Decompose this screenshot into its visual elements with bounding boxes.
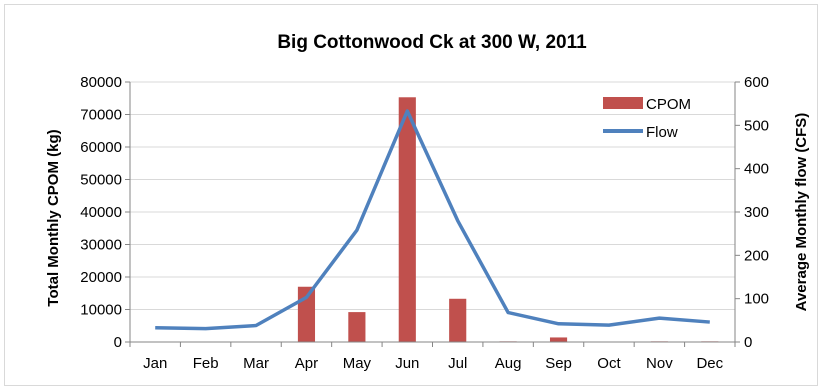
legend-cpom-swatch: [603, 97, 643, 109]
y-tick-label: 70000: [80, 107, 122, 124]
gridlines: [130, 81, 735, 343]
cpom-bar-sep: [549, 337, 568, 342]
y-tick-label: 10000: [80, 302, 122, 319]
y-tick-label: 80000: [80, 74, 122, 91]
y2-tick-label: 200: [744, 247, 769, 264]
y-tick-label: 30000: [80, 237, 122, 254]
x-tick-label-sep: Sep: [545, 355, 572, 372]
x-tick-label-mar: Mar: [243, 355, 269, 372]
y-tick-label: 40000: [80, 204, 122, 221]
legend-flow-label: Flow: [646, 124, 678, 141]
legend: CPOM Flow: [603, 96, 691, 141]
flow-line: [155, 109, 710, 331]
y-tick-label: 0: [114, 334, 122, 351]
y2-tick-label: 100: [744, 291, 769, 308]
y-tick-label: 60000: [80, 139, 122, 156]
y2-tick-label: 600: [744, 74, 769, 91]
cpom-bar-jun: [398, 97, 416, 343]
chart-title: Big Cottonwood Ck at 300 W, 2011: [277, 32, 587, 53]
cpom-bar-jul: [449, 298, 467, 342]
y2-axis-title: Average Monthly flow (CFS): [793, 113, 810, 312]
x-tick-label-jun: Jun: [395, 355, 419, 372]
x-tick-label-jan: Jan: [143, 355, 167, 372]
x-axis-ticks: Jan Feb Mar Apr May Jun Jul Aug Sep Oct Nov Dec: [129, 342, 736, 372]
y2-tick-label: 400: [744, 161, 769, 178]
x-tick-label-apr: Apr: [295, 355, 318, 372]
x-tick-label-jul: Jul: [448, 355, 467, 372]
flow-line-group: [155, 109, 710, 331]
cpom-bar-may: [348, 312, 366, 342]
legend-cpom-label: CPOM: [646, 96, 691, 113]
y2-tick-label: 0: [744, 334, 752, 351]
left-axis-ticks: 0 10000 20000 30000 40000 50000 60000 70000 8000…: [80, 74, 130, 351]
y2-tick-label: 300: [744, 204, 769, 221]
y-axis-title: Total Monthly CPOM (kg): [45, 129, 62, 306]
x-tick-label-may: May: [343, 355, 372, 372]
y-tick-label: 50000: [80, 172, 122, 189]
x-tick-label-aug: Aug: [495, 355, 522, 372]
x-tick-label-dec: Dec: [696, 355, 723, 372]
right-axis-ticks: 0 100 200 300 400 500 600: [735, 74, 769, 351]
x-tick-label-oct: Oct: [597, 355, 621, 372]
y2-tick-label: 500: [744, 117, 769, 134]
y-tick-label: 20000: [80, 269, 122, 286]
x-tick-label-feb: Feb: [193, 355, 219, 372]
x-tick-label-nov: Nov: [646, 355, 673, 372]
